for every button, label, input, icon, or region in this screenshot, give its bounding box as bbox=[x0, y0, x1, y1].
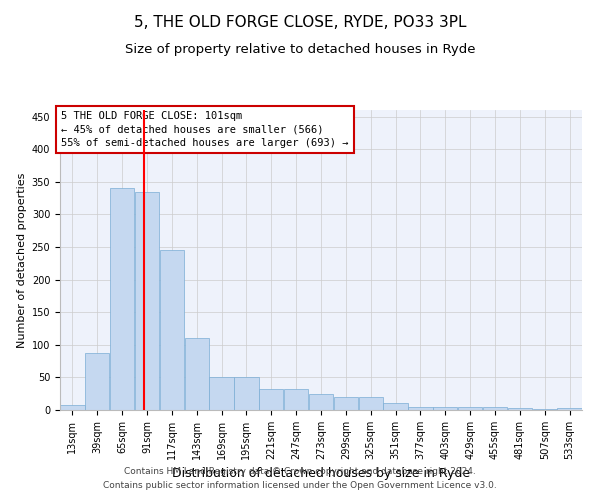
Bar bbox=[533, 408, 557, 410]
Bar bbox=[284, 389, 308, 410]
Bar bbox=[309, 394, 333, 410]
X-axis label: Distribution of detached houses by size in Ryde: Distribution of detached houses by size … bbox=[172, 468, 470, 480]
Bar bbox=[359, 397, 383, 410]
Bar bbox=[334, 397, 358, 410]
Bar bbox=[185, 338, 209, 410]
Bar bbox=[60, 406, 85, 410]
Bar bbox=[209, 378, 234, 410]
Bar bbox=[110, 188, 134, 410]
Bar bbox=[383, 404, 408, 410]
Bar bbox=[259, 389, 283, 410]
Text: 5, THE OLD FORGE CLOSE, RYDE, PO33 3PL: 5, THE OLD FORGE CLOSE, RYDE, PO33 3PL bbox=[134, 15, 466, 30]
Bar bbox=[458, 408, 482, 410]
Bar bbox=[85, 352, 109, 410]
Bar bbox=[408, 406, 433, 410]
Y-axis label: Number of detached properties: Number of detached properties bbox=[17, 172, 28, 348]
Text: Size of property relative to detached houses in Ryde: Size of property relative to detached ho… bbox=[125, 42, 475, 56]
Bar bbox=[508, 408, 532, 410]
Text: 5 THE OLD FORGE CLOSE: 101sqm
← 45% of detached houses are smaller (566)
55% of : 5 THE OLD FORGE CLOSE: 101sqm ← 45% of d… bbox=[61, 112, 349, 148]
Bar bbox=[135, 192, 159, 410]
Bar bbox=[433, 406, 457, 410]
Text: Contains public sector information licensed under the Open Government Licence v3: Contains public sector information licen… bbox=[103, 481, 497, 490]
Bar bbox=[160, 250, 184, 410]
Bar bbox=[557, 408, 582, 410]
Text: Contains HM Land Registry data © Crown copyright and database right 2024.: Contains HM Land Registry data © Crown c… bbox=[124, 467, 476, 476]
Bar bbox=[234, 378, 259, 410]
Bar bbox=[483, 408, 507, 410]
